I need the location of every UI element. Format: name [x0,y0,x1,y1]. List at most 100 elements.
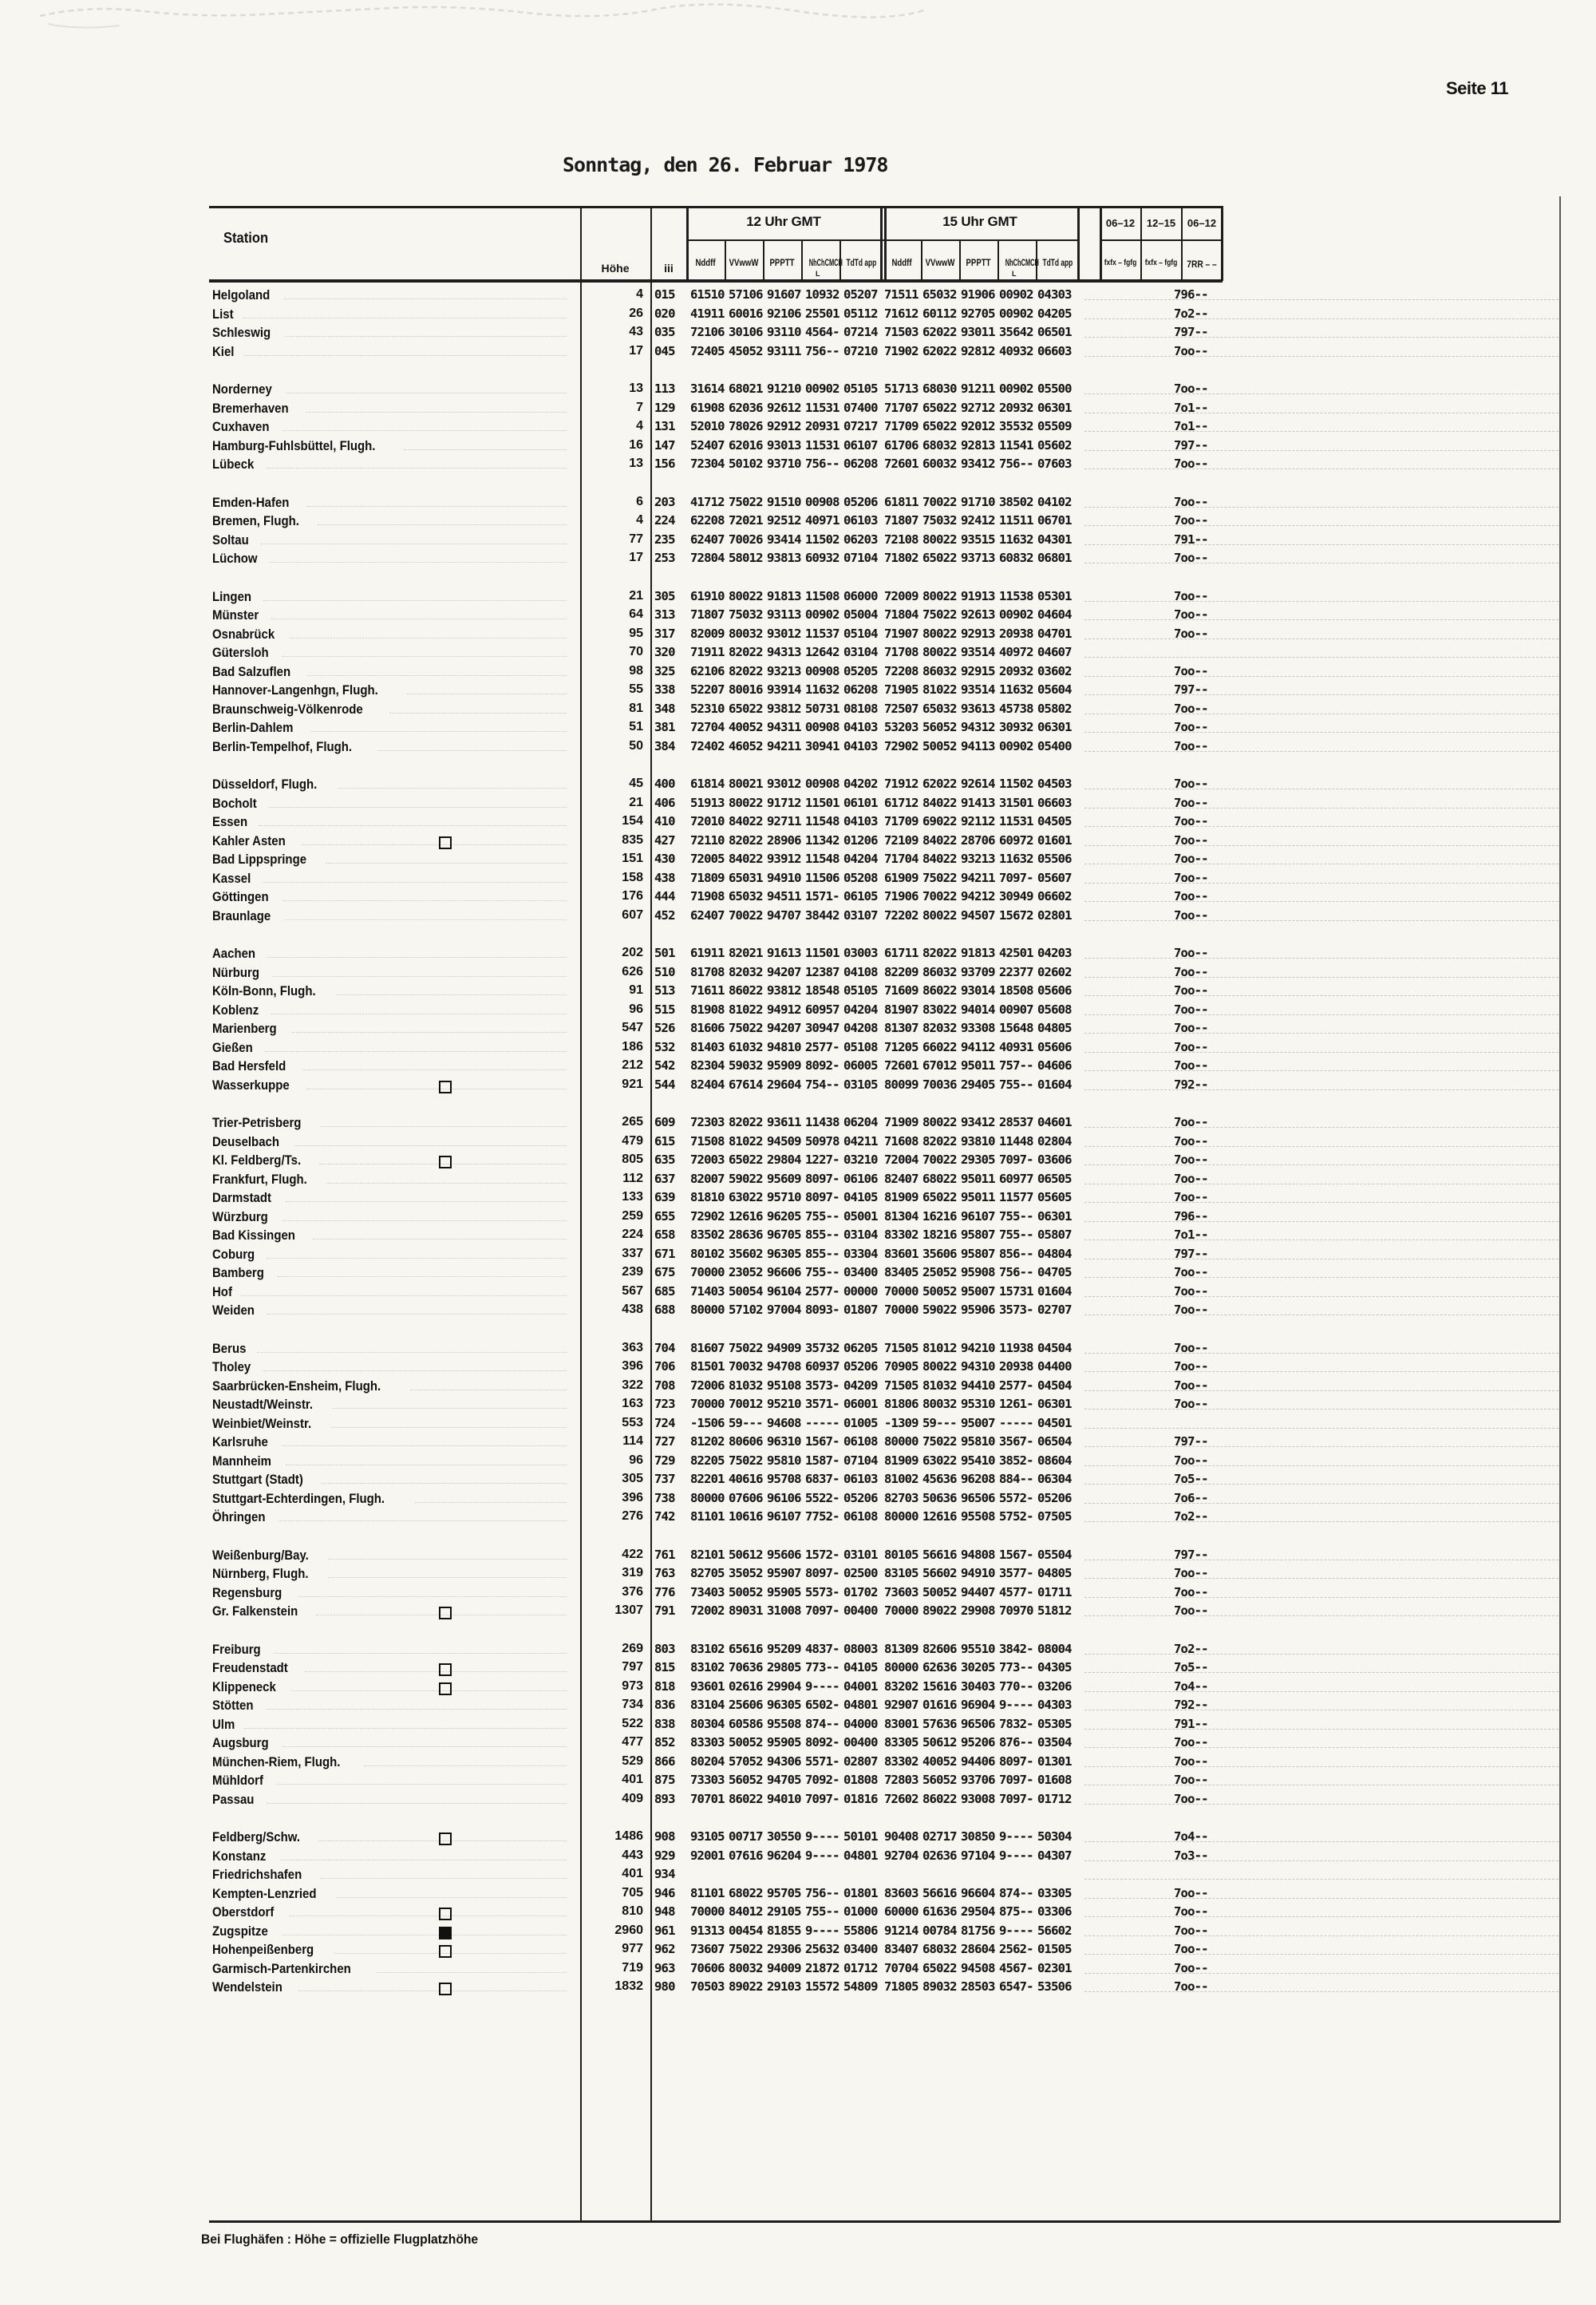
obs12-group-3: 96310 [767,1434,801,1449]
obs12-group-4: 755-- [805,1904,839,1919]
obs12-group-5: 54809 [843,1979,878,1994]
obs12-group-3: 94306 [767,1753,801,1769]
hoehe-value: 409 [622,1791,643,1805]
header-mid-line-right [1100,239,1223,241]
station-cell: München-Riem, Flugh. [212,1754,576,1770]
obs12-group-2: 75022 [729,1942,763,1956]
station-name: Neustadt/Weinstr. [212,1397,314,1412]
iii-value: 655 [654,1208,675,1224]
obs15-group-3: 91913 [961,588,995,603]
obs12-group-1: 82705 [690,1566,725,1580]
obs15-group-3: 30205 [961,1660,995,1674]
obs12-group-1: 72405 [690,343,725,358]
column-rule-hoehe-left [580,206,582,2220]
rr-value: 7oo-- [1174,663,1208,678]
obs12-group-3: 95907 [767,1566,801,1580]
obs12-group-3: 94311 [767,720,801,734]
hoehe-value: 176 [622,889,643,903]
obs12-group-5: 04801 [843,1698,878,1712]
obs15-group-5: 03206 [1037,1678,1072,1694]
obs15-group-4: 60972 [999,832,1033,848]
station-name: Friedrichshafen [212,1867,302,1882]
iii-value: 609 [654,1115,675,1129]
rr-value: 792-- [1174,1077,1208,1092]
row-guide-dashes [1084,1991,1558,1992]
obs15-group-3: 81756 [961,1923,995,1938]
obs15-group-2: 59--- [922,1415,957,1430]
obs12-group-1: 82007 [690,1171,725,1186]
obs12-group-3: 95708 [767,1472,801,1486]
obs15-group-3: 93514 [961,682,995,697]
obs15-group-5: 04504 [1037,1378,1072,1393]
obs12-group-1: 71809 [690,870,725,885]
obs12-group-5: 07217 [843,419,878,433]
station-name: Kl. Feldberg/Ts. [212,1152,302,1168]
station-name: Oberstdorf [212,1904,275,1920]
station-name: Cuxhaven [212,419,270,434]
obs15-group-2: 56052 [922,1773,957,1787]
obs15-group-5: 06602 [1037,889,1072,903]
station-cell: Passau [212,1792,576,1808]
table-row: Stuttgart-Echterdingen, Flugh. 396 738 8000… [209,1491,1566,1509]
table-row: Kempten-Lenzried 705 946 81101 68022 95705 756… [209,1886,1566,1904]
hoehe-value: 158 [622,870,643,884]
obs12-group-4: 60937 [805,1359,839,1374]
station-name: Braunschweig-Völkenrode [212,701,363,717]
obs15-group-1: 71205 [884,1039,918,1054]
obs15-group-1: 72602 [884,1791,918,1806]
obs12-group-4: 756-- [805,343,839,358]
station-name: Düsseldorf, Flugh. [212,777,318,792]
hoehe-value: 6 [636,494,643,508]
rr-value: 7oo-- [1174,907,1208,923]
station-cell: Berlin-Dahlem [212,720,576,736]
station-name: Weinbiet/Weinstr. [212,1415,312,1431]
obs12-group-5: 06208 [843,682,878,697]
obs15-group-2: 69022 [922,814,957,828]
station-name: Wendelstein [212,1979,282,1995]
dotted-leader [265,1709,567,1710]
iii-value: 852 [654,1735,675,1750]
obs15-group-2: 80022 [922,907,957,923]
obs12-group-1: 80102 [690,1246,725,1261]
table-row: Weinbiet/Weinstr. 553 724 -1506 59--- 94608 --… [209,1416,1566,1434]
obs12-group-1: 70503 [690,1979,725,1994]
table-row: Öhringen 276 742 81101 10616 96107 7752- 06108 8… [209,1509,1566,1528]
obs12-group-2: 81022 [729,1002,763,1017]
station-name: Norderney [212,382,272,397]
obs15-group-2: 01616 [922,1698,957,1712]
iii-value: 305 [654,588,675,603]
station-cell: Weißenburg/Bay. [212,1548,576,1564]
station-name: Trier-Petrisberg [212,1115,302,1130]
row-guide-dashes [1084,1954,1558,1955]
obs12-group-2: 62016 [729,437,763,453]
rr-value: 7oo-- [1174,1942,1208,1956]
row-guide-dashes [1084,675,1558,677]
obs15-group-2: 65032 [922,287,957,302]
iii-value: 147 [654,437,675,453]
obs12-group-2: 46052 [729,738,763,753]
obs12-group-1: 80000 [690,1303,725,1317]
obs15-group-4: 7832- [999,1716,1033,1731]
obs12-group-5: 07214 [843,325,878,339]
obs15-group-2: 86032 [922,964,957,979]
obs15-group-4: 3573- [999,1303,1033,1317]
obs12-group-1: 81101 [690,1885,725,1900]
rr-value: 7oo-- [1174,852,1208,866]
obs15-group-5: 01604 [1037,1077,1072,1092]
station-name: Marienberg [212,1021,277,1036]
obs15-group-1: 71709 [884,814,918,828]
obs15-group-3: 93412 [961,1115,995,1129]
table-row: Gütersloh 70 320 71911 82022 94313 12642 03104 7… [209,645,1566,663]
obs15-group-2: 35606 [922,1246,957,1261]
mountain-station-square-icon [439,1682,452,1695]
obs15-group-1: 70905 [884,1359,918,1374]
obs12-group-3: 93812 [767,701,801,716]
obs12-group-1: 82304 [690,1058,725,1073]
obs15-group-2: 80022 [922,532,957,547]
obs15-group-2: 12616 [922,1509,957,1524]
sub-rule [725,239,726,281]
obs15-group-4: 20932 [999,663,1033,678]
obs15-group-5: 05504 [1037,1547,1072,1562]
dotted-leader [243,354,567,356]
